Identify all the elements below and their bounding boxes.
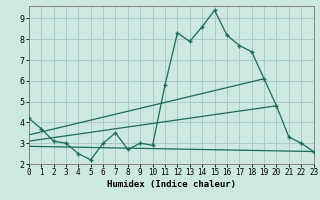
- X-axis label: Humidex (Indice chaleur): Humidex (Indice chaleur): [107, 180, 236, 189]
